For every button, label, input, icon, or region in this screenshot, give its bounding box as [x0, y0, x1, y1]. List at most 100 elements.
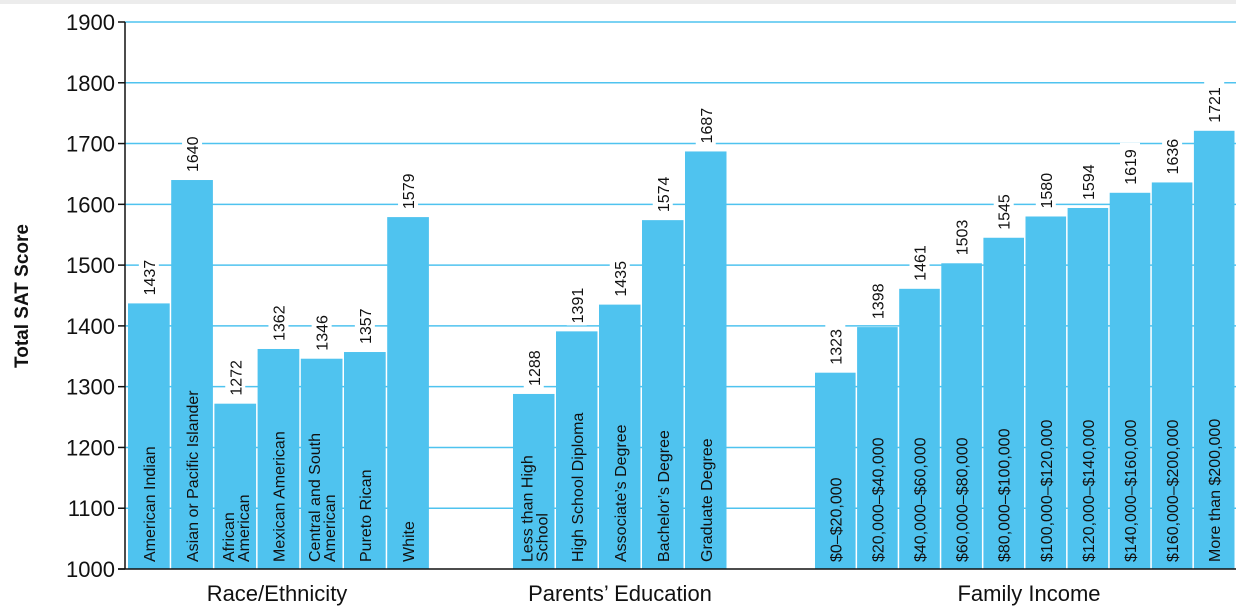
value-label-bg [652, 170, 673, 215]
bar [1193, 130, 1235, 569]
value-label: 1398 [870, 283, 887, 319]
category-label: African [221, 512, 238, 562]
value-label: 1580 [1039, 173, 1056, 209]
category-label: $40,000–$60,000 [913, 437, 930, 562]
y-tick-label: 1000 [66, 557, 115, 582]
value-label-bg [1077, 157, 1098, 202]
bar [257, 348, 300, 569]
value-label-bg [566, 281, 587, 326]
bar [1109, 192, 1151, 569]
bar [815, 372, 856, 569]
value-label: 1579 [401, 173, 418, 209]
category-label: American Indian [142, 446, 159, 562]
value-label-bg [138, 253, 159, 298]
bar [344, 352, 386, 569]
bar [128, 303, 170, 569]
y-tick-label: 1300 [66, 375, 115, 400]
category-label: Central and South [307, 433, 324, 562]
bar [556, 331, 598, 569]
value-label-bg [1204, 80, 1225, 125]
category-label: $60,000–$80,000 [955, 437, 972, 562]
y-axis-label: Total SAT Score [12, 224, 33, 368]
value-label-bg [1035, 166, 1056, 211]
category-label: School [534, 513, 551, 562]
value-label-bg [354, 302, 375, 347]
category-label: High School Diploma [570, 412, 587, 562]
value-label: 1574 [656, 176, 673, 212]
value-label-bg [311, 308, 332, 353]
value-label-bg [951, 213, 972, 258]
category-label: Pureto Rican [358, 470, 375, 563]
value-label-bg [182, 130, 203, 175]
category-label: More than $200,000 [1207, 419, 1224, 562]
category-label: Bachelor’s Degree [656, 430, 673, 562]
bar [685, 151, 727, 569]
value-label: 1435 [613, 261, 630, 297]
category-label: $20,000–$40,000 [870, 437, 887, 562]
value-label-bg [268, 298, 289, 343]
group-label: Parents’ Education [528, 581, 712, 606]
value-label: 1636 [1165, 139, 1182, 175]
value-label-bg [993, 187, 1014, 232]
value-label: 1461 [913, 245, 930, 281]
value-label-bg [1120, 142, 1140, 187]
bar [857, 327, 898, 569]
value-label: 1272 [228, 360, 245, 396]
value-label-bg [1162, 132, 1183, 177]
value-label-bg [695, 101, 716, 146]
group-label: Race/Ethnicity [207, 581, 348, 606]
value-label: 1357 [358, 308, 375, 344]
category-label: Associate’s Degree [613, 424, 630, 562]
category-label: $100,000–$120,000 [1039, 420, 1056, 562]
axes [118, 22, 1236, 570]
bar [214, 403, 257, 569]
bar [1025, 216, 1067, 569]
y-tick-label: 1600 [66, 192, 115, 217]
category-label: $120,000–$140,000 [1081, 420, 1098, 562]
y-tick-label: 1800 [66, 71, 115, 96]
value-label-bg [398, 167, 419, 212]
y-tick-label: 1700 [66, 132, 115, 157]
bar [941, 263, 982, 569]
value-label-bg [825, 322, 846, 367]
bar [513, 393, 555, 569]
category-label: $0–$20,000 [828, 477, 845, 562]
bar [171, 180, 213, 569]
category-label: Asian or Pacific Islander [185, 390, 202, 562]
y-tick-label: 1500 [66, 253, 115, 278]
value-label: 1721 [1207, 87, 1224, 123]
bar [1067, 207, 1109, 570]
value-label: 1687 [699, 108, 716, 144]
bar [599, 304, 641, 569]
value-label: 1619 [1123, 149, 1140, 185]
category-label: $160,000–$200,000 [1165, 420, 1182, 562]
value-label: 1545 [997, 194, 1014, 230]
bar [642, 220, 684, 569]
category-label: Less than High [519, 455, 536, 562]
y-tick-label: 1400 [66, 314, 115, 339]
category-label: Graduate Degree [699, 438, 716, 562]
y-tick-label: 1900 [66, 10, 115, 35]
value-label-bg [609, 254, 630, 299]
category-label: White [401, 521, 418, 562]
value-label: 1362 [271, 305, 288, 341]
value-label-bg [909, 238, 930, 283]
value-label: 1594 [1081, 164, 1098, 200]
bar [1151, 182, 1193, 569]
group-label: Family Income [957, 581, 1100, 606]
bars [128, 130, 1235, 570]
top-strip [0, 0, 1236, 4]
value-label: 1437 [142, 260, 159, 296]
value-label: 1503 [955, 220, 972, 256]
value-label: 1323 [828, 329, 845, 365]
category-label: $140,000–$160,000 [1123, 420, 1140, 562]
category-label: American [322, 494, 339, 562]
value-label-bg [523, 343, 544, 388]
value-label-bg [225, 353, 246, 398]
bar [983, 237, 1024, 569]
value-label: 1346 [315, 315, 332, 351]
y-tick-label: 1100 [68, 496, 115, 521]
bar [387, 217, 429, 569]
y-tick-label: 1200 [66, 435, 115, 460]
